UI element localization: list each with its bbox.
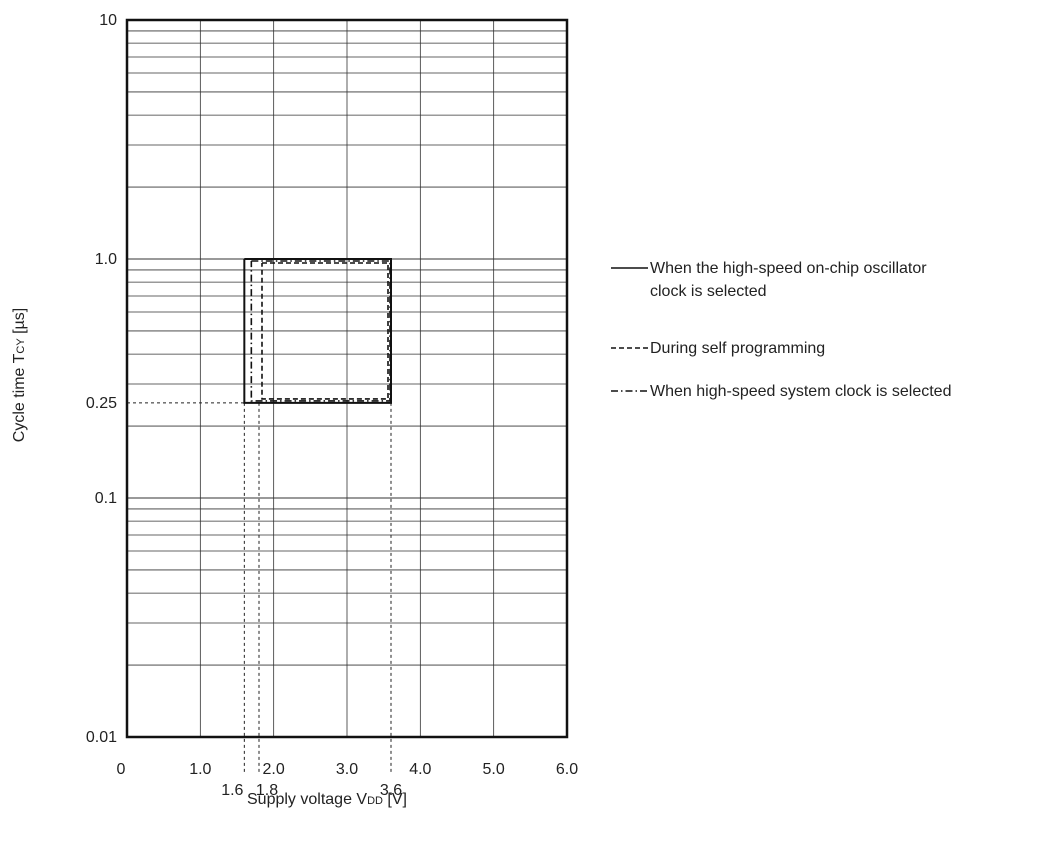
x-tick-label: 4.0 xyxy=(409,761,431,778)
legend-label: During self programming xyxy=(650,340,825,357)
legend: When the high-speed on-chip oscillator cl… xyxy=(611,260,951,400)
y-tick-label: 0.01 xyxy=(86,729,117,746)
series xyxy=(243,258,392,404)
x-tick-label-extra: 1.6 xyxy=(221,782,243,799)
legend-item: During self programming xyxy=(611,340,825,357)
y-tick-label: 0.25 xyxy=(86,395,117,412)
x-tick-label: 3.0 xyxy=(336,761,358,778)
series-line-2 xyxy=(261,262,389,400)
x-axis-label: Supply voltage VDD [V] xyxy=(247,791,407,808)
series-line-1 xyxy=(243,258,392,404)
x-tick-label-extra: 1.8 xyxy=(256,782,278,799)
legend-item: When high-speed system clock is selected xyxy=(611,383,951,400)
x-tick-label: 1.0 xyxy=(189,761,211,778)
plot-frame xyxy=(125,18,569,739)
grid xyxy=(127,20,567,737)
y-axis-label: Cycle time TCY [µs] xyxy=(11,308,28,442)
y-tick-label: 10 xyxy=(99,12,117,29)
x-tick-label: 2.0 xyxy=(263,761,285,778)
tick-labels: 10 1.0 0.25 0.1 0.010 1.0 2.0 3.0 4.0 5.0 6.0 1.6 1.… xyxy=(86,12,578,799)
x-tick-label: 5.0 xyxy=(483,761,505,778)
legend-label: clock is selected xyxy=(650,283,767,300)
legend-label: When high-speed system clock is selected xyxy=(650,383,951,400)
series-line-3 xyxy=(250,260,391,402)
x-tick-label: 0 xyxy=(117,761,126,778)
reference-lines xyxy=(127,402,392,772)
x-tick-label: 6.0 xyxy=(556,761,578,778)
legend-item: When the high-speed on-chip oscillator cl… xyxy=(611,260,927,300)
x-tick-label-extra: 3.6 xyxy=(380,782,402,799)
y-tick-label: 1.0 xyxy=(95,251,117,268)
legend-label: When the high-speed on-chip oscillator xyxy=(650,260,927,277)
y-tick-label: 0.1 xyxy=(95,490,117,507)
